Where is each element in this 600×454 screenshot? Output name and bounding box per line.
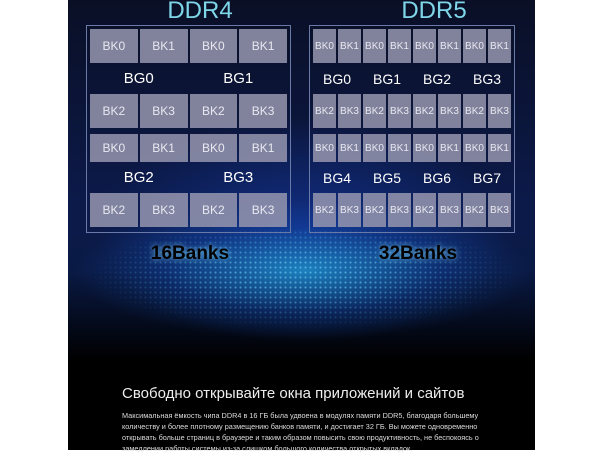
bank-cell: BK3 [239,94,287,128]
bank-row: BK0 BK1 BK0 BK1 [90,29,287,63]
bank-group-label: BG7 [472,169,501,186]
bank-group-label: BG4 [322,169,351,186]
section-heading: Свободно открывайте окна приложений и са… [122,385,465,402]
bank-group-label: BG5 [372,169,401,186]
bank-cell: BK1 [239,134,287,162]
ddr4-bank-diagram: BK0 BK1 BK0 BK1 BG0 BG1 BK2 BK3 BK2 BK3 BK0 BK1 BK0 B… [86,25,291,233]
bank-group-row: BG2 BG3 [90,162,287,193]
particle-wave-background [88,230,518,340]
bank-row: BK2 BK3 BK2 BK3 [90,94,287,128]
promo-banner: DDR4 DDR5 BK0 BK1 BK0 BK1 BG0 BG1 BK2 BK3 BK2 BK3… [68,0,535,450]
bank-cell: BK0 [189,134,238,162]
bank-group-label: BG1 [223,70,254,87]
bank-row: BK2 BK3 BK2 BK3 BK2 BK3 BK2 BK3 [313,193,511,227]
bank-cell: BK2 [90,193,138,227]
bank-cell: BK2 [313,94,336,128]
bank-cell: BK0 [363,134,386,162]
bank-cell: BK1 [239,29,287,63]
section-paragraph: Максимальная ёмкость чипа DDR4 в 16 ГБ б… [122,411,479,453]
bank-cell: BK0 [313,134,336,162]
bank-cell: BK2 [413,94,436,128]
bank-group-label: BG1 [372,70,401,87]
bank-cell: BK3 [139,193,188,227]
bank-row: BK2 BK3 BK2 BK3 [90,193,287,227]
bank-row: BK0 BK1 BK0 BK1 BK0 BK1 BK0 BK1 [313,134,511,162]
bank-group-label: BG0 [322,70,351,87]
bank-cell: BK1 [388,134,411,162]
bank-group-label: BG6 [422,169,451,186]
bank-cell: BK1 [388,29,411,63]
bank-cell: BK0 [90,29,138,63]
bank-cell: BK3 [338,94,361,128]
bank-cell: BK2 [463,94,486,128]
bank-cell: BK1 [488,134,511,162]
bank-cell: BK2 [463,193,486,227]
bank-cell: BK2 [313,193,336,227]
bank-group-label: BG2 [422,70,451,87]
bank-cell: BK1 [338,29,361,63]
ddr5-title: DDR5 [401,0,467,24]
bank-cell: BK2 [413,193,436,227]
bank-cell: BK3 [388,94,411,128]
bank-cell: BK1 [139,134,188,162]
bank-cell: BK2 [189,94,238,128]
bank-cell: BK1 [338,134,361,162]
bank-cell: BK2 [90,94,138,128]
bank-group-row: BG0 BG1 [90,63,287,94]
bank-group-label: BG0 [123,70,154,87]
bank-cell: BK2 [363,193,386,227]
bank-group-label: BG2 [123,169,154,186]
bank-cell: BK3 [139,94,188,128]
bank-group-row: BG4 BG5 BG6 BG7 [313,162,511,193]
bank-cell: BK0 [413,134,436,162]
bank-cell: BK3 [438,193,461,227]
bank-cell: BK3 [388,193,411,227]
bank-group-label: BG3 [472,70,501,87]
bank-cell: BK1 [139,29,188,63]
ddr4-title: DDR4 [167,0,233,24]
bank-cell: BK1 [438,134,461,162]
bank-cell: BK0 [189,29,238,63]
bank-group-row: BG0 BG1 BG2 BG3 [313,63,511,94]
bank-cell: BK1 [438,29,461,63]
bank-cell: BK3 [488,193,511,227]
bank-cell: BK1 [488,29,511,63]
bank-cell: BK2 [363,94,386,128]
bank-cell: BK0 [90,134,138,162]
bank-group-label: BG3 [223,169,254,186]
bank-cell: BK0 [413,29,436,63]
ddr5-bank-diagram: BK0 BK1 BK0 BK1 BK0 BK1 BK0 BK1 BG0 BG1 BG2 BG3 BK2 B… [309,25,515,233]
bank-row: BK0 BK1 BK0 BK1 BK0 BK1 BK0 BK1 [313,29,511,63]
bank-cell: BK0 [463,134,486,162]
bank-row: BK2 BK3 BK2 BK3 BK2 BK3 BK2 BK3 [313,94,511,128]
bank-cell: BK0 [313,29,336,63]
bank-cell: BK3 [438,94,461,128]
ddr4-bank-count: 16Banks [150,243,230,264]
bank-row: BK0 BK1 BK0 BK1 [90,134,287,162]
bank-cell: BK3 [239,193,287,227]
bank-cell: BK2 [189,193,238,227]
bank-cell: BK3 [338,193,361,227]
bank-cell: BK0 [363,29,386,63]
bank-cell: BK3 [488,94,511,128]
ddr5-bank-count: 32Banks [378,243,458,264]
bank-cell: BK0 [463,29,486,63]
